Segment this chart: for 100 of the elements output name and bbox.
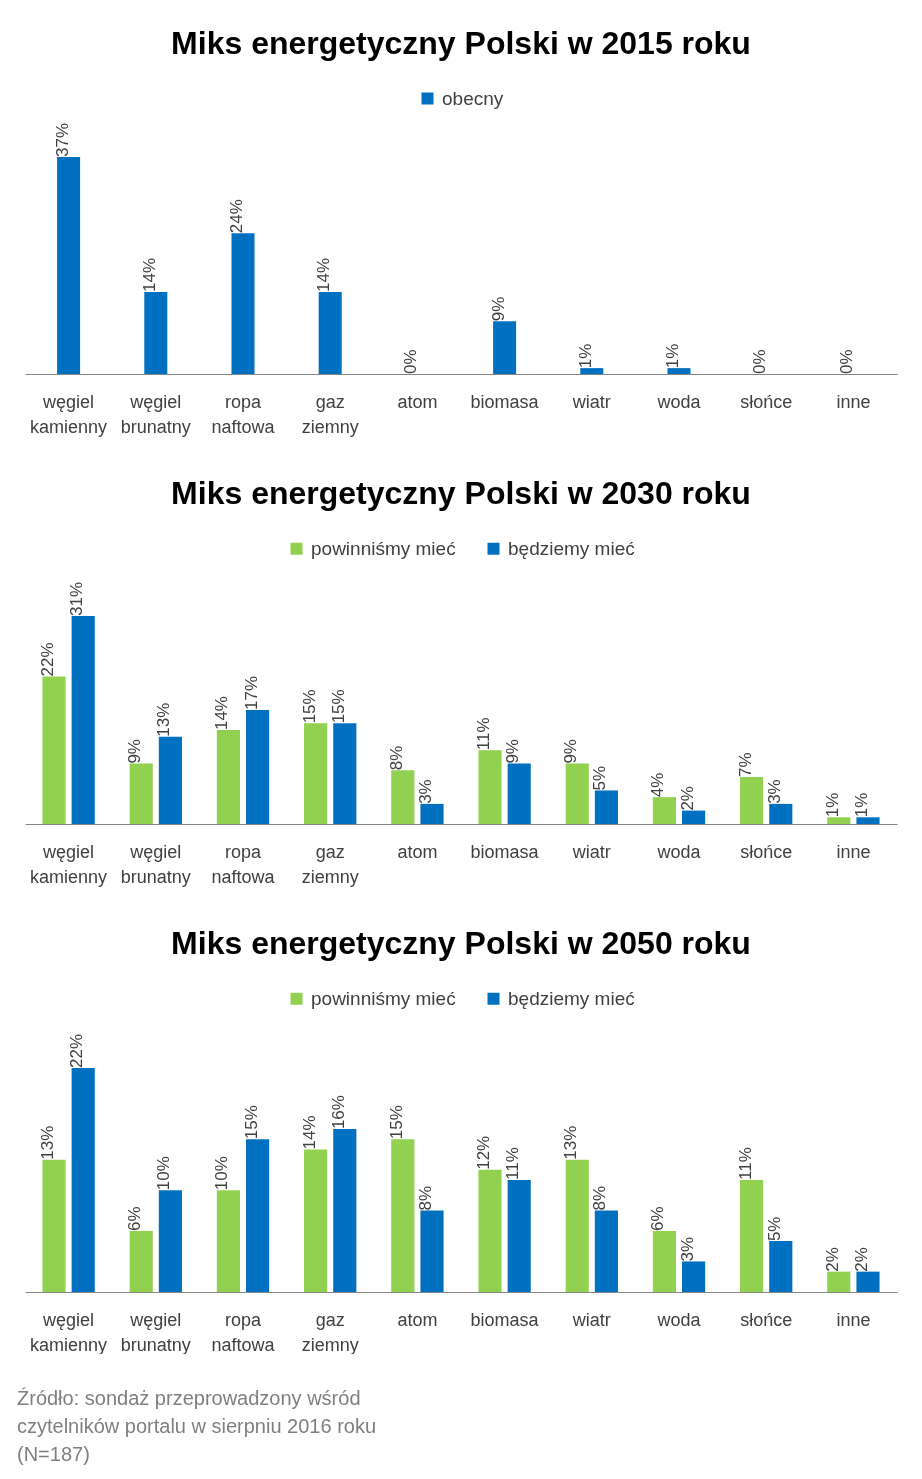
bar [158,1190,182,1292]
bar [318,291,342,374]
bar [333,1129,357,1292]
data-label: 13% [561,1125,581,1160]
x-tick-label: węgiel brunatny [120,841,191,887]
data-label: 3% [415,779,435,804]
data-label: 17% [241,675,261,710]
bar [158,736,182,824]
data-label: 22% [38,642,58,677]
x-tick-label: gaz ziemny [301,391,359,437]
x-tick-label: węgiel kamienny [30,841,108,887]
bar [856,1271,880,1292]
data-label: 3% [764,779,784,804]
data-label: 14% [299,1115,319,1150]
bar [129,1230,153,1292]
bar [740,777,764,824]
data-label: 11% [735,1147,755,1180]
bar [231,233,255,374]
x-tick-label: słońce [740,841,793,862]
bar [682,1261,706,1292]
data-label: 0% [750,349,770,374]
bar [333,723,357,824]
x-tick-label: wiatr [571,841,611,862]
x-tick-label: węgiel brunatny [120,1309,191,1355]
x-tick-label: słońce [740,1309,793,1330]
bar [129,763,153,824]
data-label: 10% [212,1156,232,1191]
data-label: 14% [139,257,159,292]
x-tick-label: węgiel kamienny [30,391,108,437]
data-label: 1% [575,343,595,369]
data-label: 37% [52,122,72,157]
data-label: 15% [241,1105,261,1140]
bar [144,291,168,374]
data-label: 2% [851,1247,871,1272]
data-label: 6% [648,1206,668,1231]
data-label: 13% [38,1125,58,1160]
data-label: 8% [590,1185,610,1211]
bar [856,817,880,824]
x-tick-label: inne [836,841,871,862]
bar [594,1210,618,1292]
bar [652,1230,676,1292]
data-label: 14% [212,696,232,731]
bar [304,1149,328,1292]
bar [216,1190,240,1292]
data-label: 2% [677,786,697,811]
x-tick-label: gaz ziemny [301,841,359,887]
data-label: 5% [764,1216,784,1242]
bar [507,1180,531,1292]
bar [667,368,691,374]
bar [740,1180,764,1292]
data-label: 9% [488,296,508,322]
chart-title: Miks energetyczny Polski w 2015 roku [171,25,751,61]
x-tick-label: inne [836,391,871,412]
bar [478,1169,502,1292]
data-label: 6% [125,1206,145,1231]
data-label: 15% [386,1105,406,1140]
x-tick-label: atom [397,841,438,862]
x-tick-label: wiatr [571,1309,611,1330]
data-label: 15% [328,689,348,724]
x-tick-label: słońce [740,391,793,412]
data-label: 1% [663,343,682,369]
x-tick-label: ropa naftowa [211,1309,276,1355]
bar [594,790,618,824]
data-label: 1% [822,792,842,818]
x-tick-label: gaz ziemny [301,1309,359,1355]
bar [246,709,270,824]
chart-title: Miks energetyczny Polski w 2050 roku [171,925,751,961]
bar [216,730,240,824]
data-label: 11% [474,717,494,751]
data-label: 0% [401,349,421,374]
legend-label: będziemy mieć [508,987,635,1009]
bar [304,723,328,824]
x-tick-label: atom [397,1309,438,1330]
data-label: 8% [415,1185,435,1211]
data-label: 0% [837,349,857,374]
x-tick-label: węgiel kamienny [30,1309,108,1355]
x-tick-label: biomasa [470,1309,540,1330]
x-tick-label: woda [656,841,702,862]
data-label: 2% [822,1247,842,1272]
bar [682,810,706,824]
bar [507,763,531,824]
x-tick-label: węgiel brunatny [120,391,191,437]
bar [42,676,66,824]
data-label: 9% [561,739,581,764]
data-label: 11% [503,1147,523,1180]
bar [57,157,81,374]
bar [420,1210,444,1292]
data-label: 14% [314,257,334,292]
data-label: 7% [735,752,755,778]
data-label: 8% [386,745,406,771]
legend-label: obecny [442,87,504,109]
bar [420,803,444,824]
text: Źródło: sondaż przeprowadzony wśród czytelników portalu w sierpniu 2016 roku (N=187) [17,1386,378,1467]
x-tick-label: wiatr [571,391,611,412]
bar [71,616,95,824]
x-tick-label: ropa naftowa [211,841,276,887]
x-tick-label: woda [656,1309,702,1330]
bar [493,321,517,374]
bar [769,1241,793,1292]
data-label: 3% [677,1236,697,1262]
